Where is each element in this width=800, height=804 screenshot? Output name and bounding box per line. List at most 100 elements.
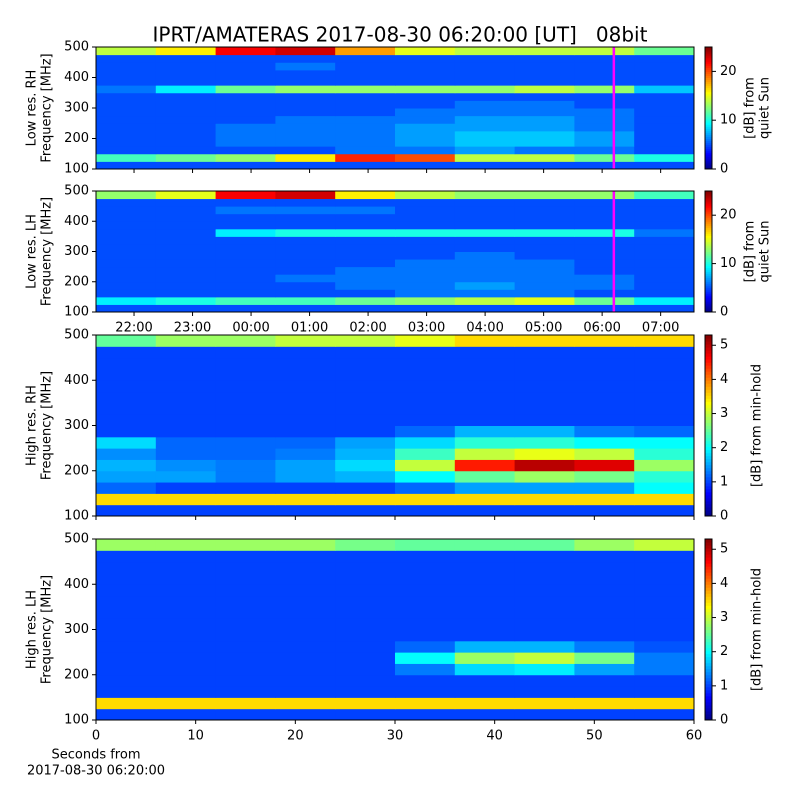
heatmap-cell [96,85,157,94]
heatmap-cell [454,304,516,313]
heatmap-cell [275,221,336,230]
colorbar-swatch [705,689,712,694]
heatmap-cell [155,69,217,78]
heatmap-cell [454,459,516,472]
heatmap-cell [155,289,217,298]
heatmap-cell [335,572,396,585]
colorbar-swatch [705,431,712,436]
colorbar-swatch [705,611,712,615]
heatmap-cell [275,674,336,687]
heatmap-cell [514,243,575,252]
x-tick-label: 00:00 [232,321,269,336]
heatmap-cell [96,448,157,460]
colorbar-swatch [705,71,712,74]
heatmap-cell [634,380,695,393]
heatmap-cell [454,391,516,404]
heatmap-cell [395,346,456,359]
heatmap-cell [634,153,695,162]
heatmap-cell [155,47,217,56]
heatmap-cell [514,448,575,460]
heatmap-cell [155,198,217,207]
heatmap-cell [634,402,695,415]
heatmap-cell [514,414,575,426]
heatmap-cell [155,251,217,260]
heatmap-cell [275,425,336,438]
heatmap-cell [634,228,695,237]
heatmap-cell [454,138,516,147]
heatmap-cell [514,191,575,200]
colorbar-swatch [705,404,712,408]
heatmap-cell [275,236,336,245]
x-tick-label: 20 [287,729,304,744]
heatmap-cell [574,146,635,155]
heatmap-cell [454,130,516,139]
heatmap-cell [395,85,456,94]
heatmap-cell [335,539,396,551]
heatmap-cell [215,304,276,313]
heatmap-cell [395,391,456,404]
colorbar-swatch [705,287,712,291]
heatmap-cell [335,296,396,305]
heatmap-cell [395,561,456,574]
heatmap-cell [574,130,635,139]
heatmap-cell [215,504,276,517]
heatmap-cell [514,85,575,94]
colorbar-swatch [705,500,712,505]
colorbar-tick-label: 0 [720,305,728,320]
heatmap-cell [574,191,635,200]
heatmap-cell [155,663,217,676]
colorbar-swatch [705,587,712,591]
colorbar-swatch [705,425,712,430]
heatmap-cell [574,380,635,393]
heatmap-cell [335,697,396,710]
heatmap-cell [634,251,695,260]
heatmap-cell [574,85,635,94]
heatmap-cell [454,368,516,381]
heatmap-cell [96,504,157,517]
colorbar-swatch [705,73,712,76]
colorbar-swatch [705,674,712,679]
heatmap-cell [514,123,575,132]
heatmap-cell [96,243,157,252]
heatmap-cell [574,482,635,494]
colorbar-swatch [705,374,712,378]
heatmap-cell [395,595,456,608]
heatmap-cell [454,115,516,124]
heatmap-cell [634,470,695,483]
heatmap-cell [335,674,396,687]
heatmap-cell [574,153,635,162]
y-tick-label: 400 [64,373,89,388]
heatmap-cell [335,123,396,132]
heatmap-cell [395,47,456,56]
colorbar-swatch [705,485,712,490]
heatmap-cell [96,259,157,268]
heatmap-cell [574,470,635,483]
y-tick-label: 100 [64,509,89,524]
heatmap-cell [275,391,336,404]
heatmap-cell [155,629,217,642]
heatmap-cell [215,221,276,230]
colorbar-swatch [705,59,712,62]
colorbar-swatch [705,251,712,255]
colorbar-swatch [705,207,712,210]
heatmap-cell [96,123,157,132]
heatmap-cell [514,663,575,676]
heatmap-cell [215,236,276,245]
heatmap-cell [634,146,695,155]
heatmap-cell [155,572,217,585]
colorbar-swatch [705,473,712,478]
colorbar-swatch [705,623,712,627]
heatmap-cell [275,595,336,608]
heatmap-cell [96,266,157,275]
heatmap-cell [574,259,635,268]
heatmap-cell [574,414,635,426]
heatmap-cell [215,595,276,608]
heatmap-cell [155,346,217,359]
heatmap-cell [395,266,456,275]
heatmap-cell [335,130,396,139]
heatmap-cell [215,561,276,574]
heatmap-cell [275,482,336,494]
heatmap-cell [454,153,516,162]
colorbar-swatch [705,581,712,585]
heatmap-cell [96,228,157,237]
